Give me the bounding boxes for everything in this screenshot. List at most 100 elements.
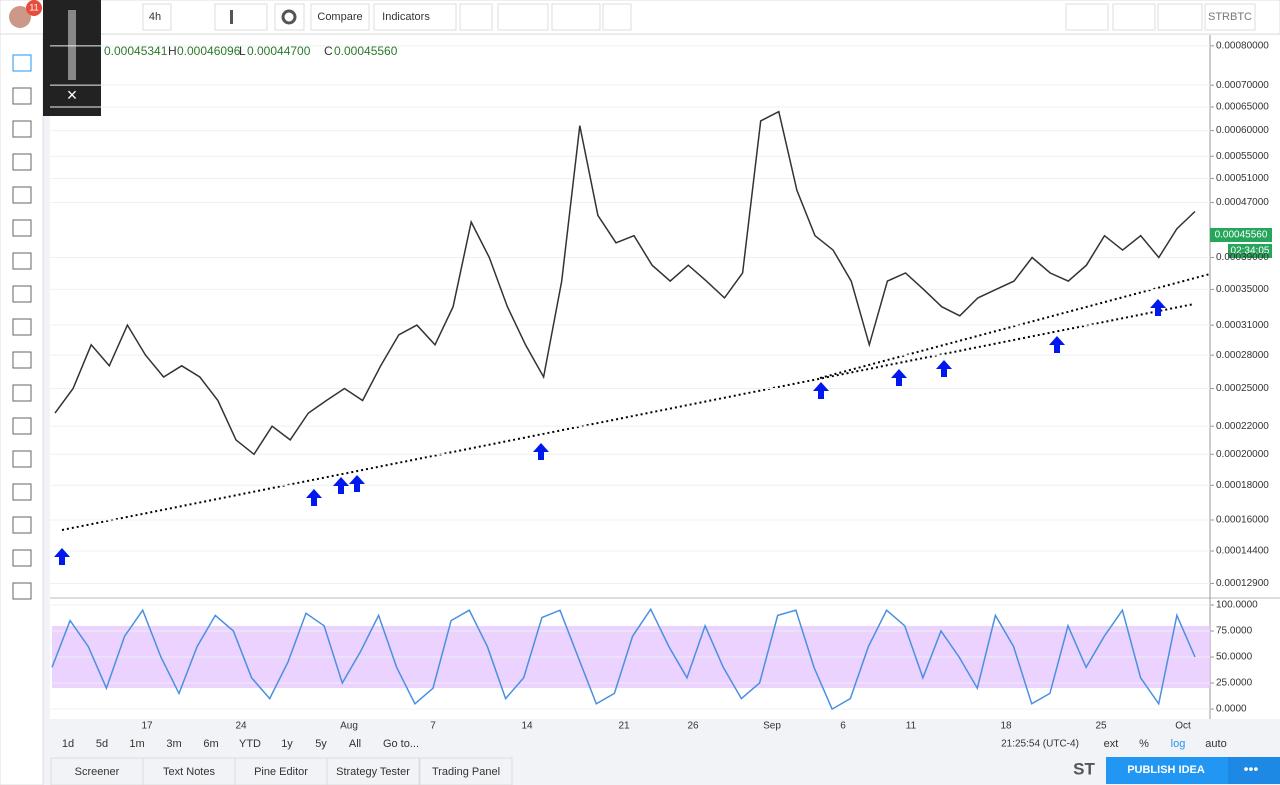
x-tick-label: 14 bbox=[521, 721, 533, 732]
slider[interactable] bbox=[68, 10, 76, 80]
arrow-marker bbox=[1049, 336, 1065, 353]
chart-style-button[interactable] bbox=[214, 3, 268, 31]
tool-icon[interactable] bbox=[12, 384, 32, 402]
range-button[interactable]: 1d bbox=[62, 738, 74, 750]
auto[interactable]: auto bbox=[1205, 738, 1226, 750]
tab-label: Strategy Tester bbox=[336, 766, 410, 778]
close-icon[interactable]: × bbox=[67, 85, 78, 105]
x-tick-label: 24 bbox=[235, 721, 247, 732]
price-badge bbox=[1210, 228, 1272, 242]
tool-icon[interactable] bbox=[12, 252, 32, 270]
range-button[interactable]: YTD bbox=[239, 738, 261, 750]
tool-icon[interactable] bbox=[12, 549, 32, 567]
low: 0.00044700 bbox=[247, 44, 311, 58]
range-button[interactable]: 3m bbox=[166, 738, 181, 750]
tool-icon[interactable] bbox=[12, 516, 32, 534]
tool-icon[interactable] bbox=[12, 120, 32, 138]
compare: Compare bbox=[317, 11, 362, 23]
symbol-button[interactable] bbox=[1204, 3, 1256, 31]
chart-area bbox=[50, 35, 1210, 719]
load-button[interactable] bbox=[1112, 3, 1156, 31]
tool-icon[interactable] bbox=[12, 54, 32, 72]
arrow-marker bbox=[54, 548, 70, 565]
tool-icon[interactable] bbox=[12, 186, 32, 204]
tab[interactable] bbox=[419, 757, 513, 785]
more: ••• bbox=[1244, 761, 1259, 777]
more-button[interactable] bbox=[1228, 757, 1280, 784]
tool-icon[interactable] bbox=[12, 351, 32, 369]
y-tick-label: 0.00080000 bbox=[1216, 40, 1269, 51]
range-button[interactable]: 1m bbox=[129, 738, 144, 750]
arrow-marker bbox=[1150, 299, 1166, 316]
close-label: C bbox=[324, 44, 333, 58]
y-tick-label: 0.0000 bbox=[1216, 704, 1247, 715]
x-tick-label: 25 bbox=[1095, 721, 1107, 732]
publish-button[interactable] bbox=[1106, 757, 1228, 784]
x-tick-label: Sep bbox=[763, 721, 781, 732]
open: 0.00045341 bbox=[104, 44, 168, 58]
symbol: STRBTC bbox=[1208, 11, 1252, 23]
tool-icon[interactable] bbox=[12, 417, 32, 435]
y-tick-label: 0.00022000 bbox=[1216, 421, 1269, 432]
save-button[interactable] bbox=[1157, 3, 1203, 31]
tool-icon[interactable] bbox=[12, 153, 32, 171]
compare-button[interactable] bbox=[310, 3, 370, 31]
tab[interactable] bbox=[50, 757, 144, 785]
range-button[interactable]: Go to... bbox=[383, 738, 419, 750]
y-tick-label: 0.00051000 bbox=[1216, 173, 1269, 184]
log[interactable]: log bbox=[1171, 738, 1186, 750]
y-tick-label: 0.00060000 bbox=[1216, 125, 1269, 136]
range-button[interactable]: All bbox=[349, 738, 361, 750]
percent[interactable]: % bbox=[1139, 738, 1149, 750]
badge bbox=[26, 0, 42, 16]
fullscreen-button[interactable] bbox=[602, 3, 632, 31]
tab-label: Trading Panel bbox=[432, 766, 500, 778]
x-tick-label: 11 bbox=[906, 721, 917, 732]
x-tick-label: Oct bbox=[1175, 721, 1191, 732]
icon bbox=[281, 9, 297, 25]
high-label: H bbox=[168, 44, 177, 58]
y-tick-label: 0.00028000 bbox=[1216, 350, 1269, 361]
tab[interactable] bbox=[326, 757, 420, 785]
indicators-button[interactable] bbox=[373, 3, 457, 31]
arrow-marker bbox=[533, 443, 549, 460]
settings-button[interactable] bbox=[274, 3, 305, 31]
y-tick-label: 25.0000 bbox=[1216, 678, 1253, 689]
stochastic-line bbox=[51, 607, 1196, 711]
y-tick-label: 0.00012900 bbox=[1216, 578, 1269, 589]
undo-redo[interactable] bbox=[551, 3, 601, 31]
color-button[interactable] bbox=[1065, 3, 1109, 31]
tool-icon[interactable] bbox=[12, 87, 32, 105]
tool-icon[interactable] bbox=[12, 219, 32, 237]
tool-icon[interactable] bbox=[12, 318, 32, 336]
tool-icon[interactable] bbox=[12, 450, 32, 468]
arrow-marker bbox=[891, 369, 907, 386]
y-tick-label: 0.00031000 bbox=[1216, 320, 1269, 331]
range-button[interactable]: 5d bbox=[96, 738, 108, 750]
x-tick-label: 6 bbox=[840, 721, 846, 732]
close: 0.00045560 bbox=[334, 44, 398, 58]
ext[interactable]: ext bbox=[1104, 738, 1119, 750]
st[interactable]: ST bbox=[1073, 759, 1095, 778]
range-button[interactable]: 5y bbox=[315, 738, 327, 750]
range-button[interactable]: 1y bbox=[281, 738, 293, 750]
avatar[interactable] bbox=[9, 6, 31, 28]
y-tick-label: 0.00018000 bbox=[1216, 480, 1269, 491]
high: 0.00046096 bbox=[177, 44, 241, 58]
range-button[interactable]: 6m bbox=[203, 738, 218, 750]
trendline bbox=[61, 303, 1195, 531]
tab[interactable] bbox=[142, 757, 236, 785]
y-tick-label: 0.00039000 bbox=[1216, 252, 1269, 263]
tab[interactable] bbox=[234, 757, 328, 785]
alert-button[interactable] bbox=[459, 3, 493, 31]
icon bbox=[230, 10, 233, 24]
last-price: 0.00045560 bbox=[1215, 230, 1268, 241]
tool-icon[interactable] bbox=[12, 483, 32, 501]
interval-button[interactable] bbox=[142, 3, 172, 31]
tool-icon[interactable] bbox=[12, 285, 32, 303]
ideas-button[interactable] bbox=[497, 3, 549, 31]
tool-icon[interactable] bbox=[12, 582, 32, 600]
y-tick-label: 0.00070000 bbox=[1216, 80, 1269, 91]
arrow-marker bbox=[306, 489, 322, 506]
